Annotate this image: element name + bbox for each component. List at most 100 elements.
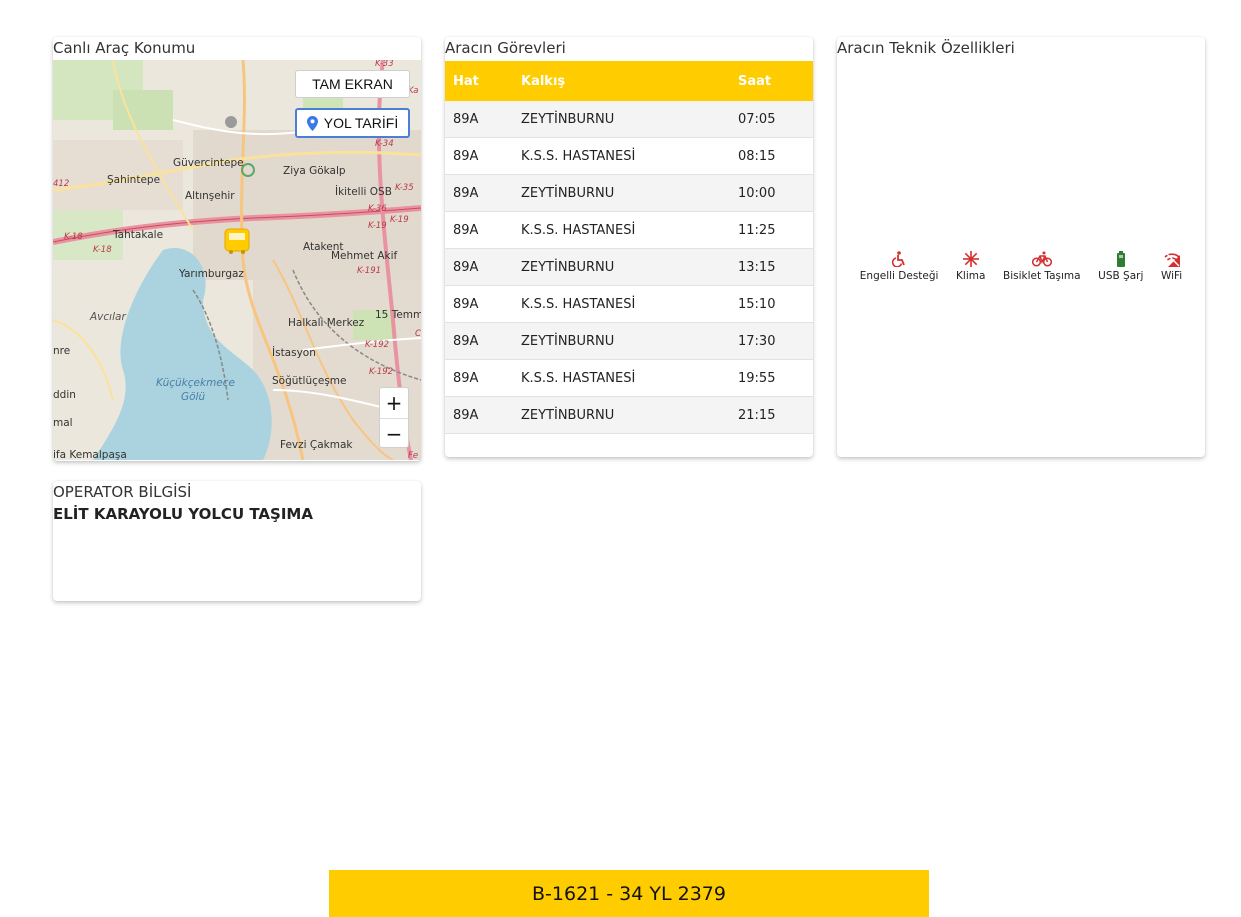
svg-text:Halkalı Merkez: Halkalı Merkez	[288, 317, 365, 329]
directions-button[interactable]: YOL TARİFİ	[295, 108, 410, 138]
svg-text:Gölü: Gölü	[181, 391, 205, 403]
vehicle-plate: B-1621 - 34 YL 2379	[532, 882, 726, 905]
wifi-off-icon	[1164, 251, 1180, 267]
cell-hat: 89A	[445, 137, 513, 175]
cell-hat: 89A	[445, 211, 513, 249]
svg-text:K-19: K-19	[368, 221, 387, 231]
snowflake-icon	[962, 251, 979, 267]
feature-bicycle: Bisiklet Taşıma	[1003, 251, 1081, 282]
header-saat: Saat	[730, 61, 813, 101]
table-row: 89A ZEYTİNBURNU 10:00	[445, 174, 813, 212]
svg-text:K-18: K-18	[64, 232, 83, 242]
cell-hat: 89A	[445, 101, 513, 138]
fullscreen-button[interactable]: TAM EKRAN	[295, 70, 410, 98]
zoom-in-button[interactable]: +	[380, 388, 408, 419]
cell-kalkis: ZEYTİNBURNU	[513, 174, 730, 212]
cell-hat: 89A	[445, 285, 513, 323]
live-map[interactable]: Güvercintepe Şahintepe Altınşehir Ziya G…	[53, 60, 421, 460]
table-row: 89A K.S.S. HASTANESİ 11:25	[445, 211, 813, 249]
cell-saat: 19:55	[730, 359, 813, 397]
header-kalkis: Kalkış	[513, 61, 730, 101]
svg-text:K-191: K-191	[357, 266, 381, 276]
cell-kalkis: ZEYTİNBURNU	[513, 101, 730, 138]
svg-text:Güvercintepe: Güvercintepe	[173, 157, 244, 169]
svg-text:Şahintepe: Şahintepe	[107, 174, 160, 186]
cell-kalkis: ZEYTİNBURNU	[513, 396, 730, 434]
svg-text:K-34: K-34	[375, 139, 394, 149]
svg-text:Altınşehir: Altınşehir	[185, 190, 235, 202]
svg-text:Söğütlüçeşme: Söğütlüçeşme	[272, 375, 347, 387]
table-row: 89A ZEYTİNBURNU 13:15	[445, 248, 813, 286]
zoom-out-button[interactable]: −	[385, 422, 403, 446]
table-row: 89A ZEYTİNBURNU 07:05	[445, 101, 813, 138]
svg-text:K-192: K-192	[365, 340, 389, 350]
cell-saat: 15:10	[730, 285, 813, 323]
svg-text:mal: mal	[53, 417, 73, 429]
cell-hat: 89A	[445, 396, 513, 434]
tasks-card: Aracın Görevleri Hat Kalkış Saat 89A ZEYT…	[445, 37, 813, 457]
svg-text:Mehmet Akif: Mehmet Akif	[331, 250, 397, 262]
svg-text:Atakent: Atakent	[303, 241, 344, 253]
cell-kalkis: ZEYTİNBURNU	[513, 322, 730, 360]
feature-label: Klima	[956, 270, 986, 282]
table-row: 89A ZEYTİNBURNU 21:15	[445, 396, 813, 434]
tasks-card-title: Aracın Görevleri	[445, 39, 566, 57]
feature-label: USB Şarj	[1098, 270, 1144, 282]
svg-text:412: 412	[53, 179, 69, 189]
table-row: 89A K.S.S. HASTANESİ 19:55	[445, 359, 813, 397]
cell-kalkis: K.S.S. HASTANESİ	[513, 359, 730, 397]
table-row: 89A K.S.S. HASTANESİ 15:10	[445, 285, 813, 323]
cell-saat: 07:05	[730, 101, 813, 138]
svg-text:ifa Kemalpaşa: ifa Kemalpaşa	[53, 449, 127, 460]
features-card: Aracın Teknik Özellikleri Engelli Desteğ…	[837, 37, 1205, 457]
cell-saat: 11:25	[730, 211, 813, 249]
feature-label: WiFi	[1160, 270, 1183, 282]
svg-text:nre: nre	[53, 345, 70, 357]
svg-text:K-36: K-36	[368, 204, 387, 214]
cell-kalkis: K.S.S. HASTANESİ	[513, 285, 730, 323]
location-pin-icon	[306, 115, 318, 131]
tasks-body: 89A ZEYTİNBURNU 07:05 89A K.S.S. HASTANESİ 08…	[445, 101, 813, 434]
cell-saat: 17:30	[730, 322, 813, 360]
svg-text:Ziya Gökalp: Ziya Gökalp	[283, 165, 346, 177]
tasks-header-row: Hat Kalkış Saat	[445, 61, 813, 101]
features-card-title: Aracın Teknik Özellikleri	[837, 39, 1015, 57]
svg-text:Avcılar: Avcılar	[89, 311, 126, 323]
cell-kalkis: K.S.S. HASTANESİ	[513, 137, 730, 175]
battery-icon	[1116, 251, 1125, 267]
svg-text:K-35: K-35	[395, 183, 414, 193]
feature-wheelchair: Engelli Desteği	[860, 251, 938, 282]
cell-hat: 89A	[445, 248, 513, 286]
operator-card: OPERATOR BİLGİSİ ELİT KARAYOLU YOLCU TAŞ…	[53, 481, 421, 601]
table-row: 89A K.S.S. HASTANESİ 08:15	[445, 137, 813, 175]
feature-usb: USB Şarj	[1098, 251, 1143, 282]
svg-text:Ka: Ka	[408, 86, 418, 96]
svg-text:Tahtakale: Tahtakale	[112, 229, 163, 241]
header-hat: Hat	[445, 61, 513, 101]
feature-label: Bisiklet Taşıma	[1002, 270, 1081, 282]
svg-text:Fe: Fe	[408, 451, 418, 460]
wheelchair-icon	[892, 251, 905, 267]
cell-hat: 89A	[445, 174, 513, 212]
directions-label: YOL TARİFİ	[323, 115, 399, 131]
map-card-title: Canlı Araç Konumu	[53, 39, 196, 57]
svg-text:İstasyon: İstasyon	[272, 346, 316, 359]
operator-name: ELİT KARAYOLU YOLCU TAŞIMA	[53, 505, 313, 523]
feature-wifi: WiFi	[1161, 251, 1182, 282]
cell-hat: 89A	[445, 359, 513, 397]
svg-text:Yarımburgaz: Yarımburgaz	[178, 268, 244, 280]
bicycle-icon	[1031, 251, 1052, 267]
cell-saat: 10:00	[730, 174, 813, 212]
cell-saat: 21:15	[730, 396, 813, 434]
tasks-table: Hat Kalkış Saat 89A ZEYTİNBURNU 07:05 89A K.…	[445, 61, 813, 434]
svg-text:15 Temm: 15 Temm	[375, 309, 421, 321]
svg-text:C: C	[415, 329, 421, 339]
zoom-control: + −	[379, 387, 409, 448]
features-list: Engelli Desteği Klima Bisiklet Taşıma	[837, 251, 1205, 282]
cell-kalkis: K.S.S. HASTANESİ	[513, 211, 730, 249]
bus-marker-icon[interactable]	[224, 228, 250, 254]
svg-text:Küçükçekmece: Küçükçekmece	[156, 377, 235, 389]
table-row: 89A ZEYTİNBURNU 17:30	[445, 322, 813, 360]
svg-text:K-19: K-19	[390, 215, 409, 225]
fullscreen-label: TAM EKRAN	[312, 76, 393, 92]
